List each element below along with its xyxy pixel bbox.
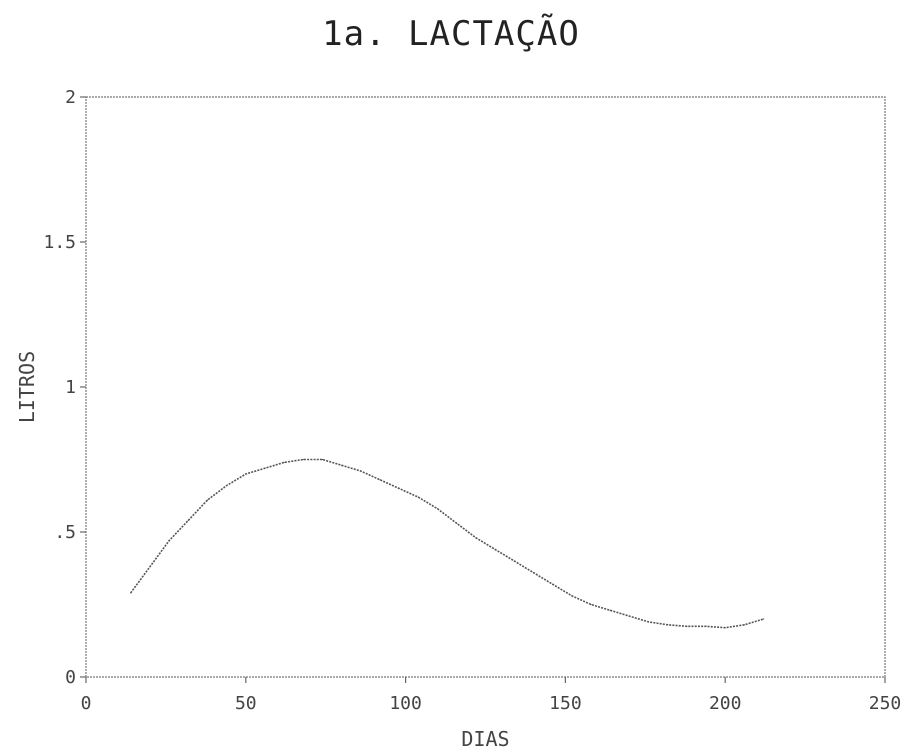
data-point: [724, 627, 726, 629]
x-tick-label: 150: [549, 693, 582, 714]
x-tick-label: 0: [81, 693, 92, 714]
data-point: [647, 621, 650, 623]
data-point: [130, 592, 132, 594]
data-point: [628, 615, 630, 617]
y-tick-label: 0: [65, 667, 76, 688]
data-point: [398, 487, 400, 490]
series-line: [130, 458, 764, 629]
data-point: [341, 464, 343, 466]
plot-border: [85, 96, 886, 678]
y-axis-label: LITROS: [15, 351, 39, 423]
y-tick-label: .5: [54, 522, 76, 543]
data-point: [552, 583, 554, 585]
data-point: [321, 458, 324, 461]
data-point: [379, 479, 381, 481]
data-point: [609, 609, 611, 611]
x-tick-label: 50: [235, 693, 257, 714]
y-tick-label: 1: [65, 377, 76, 398]
data-point: [571, 595, 573, 597]
data-point: [686, 625, 688, 627]
data-point: [417, 496, 419, 498]
data-point: [436, 508, 439, 510]
data-point: [762, 618, 765, 620]
data-point: [360, 470, 362, 472]
series-layer: [130, 458, 765, 629]
data-point: [187, 519, 189, 522]
data-point: [475, 537, 477, 539]
data-point: [206, 499, 209, 501]
y-axis: 0 .5 1 1.5 2: [43, 87, 86, 688]
data-point: [743, 624, 745, 626]
x-tick-label: 200: [709, 693, 742, 714]
data-point: [302, 458, 304, 461]
data-point: [513, 560, 515, 562]
data-point: [532, 572, 535, 574]
data-point: [456, 522, 458, 524]
data-point: [264, 467, 266, 469]
data-point: [245, 473, 247, 475]
data-point: [149, 566, 151, 568]
chart-title: 1a. LACTAÇÃO: [322, 14, 580, 54]
y-tick-label: 1.5: [43, 232, 76, 253]
data-point: [667, 624, 669, 626]
x-tick-label: 250: [869, 693, 902, 714]
x-axis: 0 50 100 150 200 250: [81, 677, 902, 714]
data-point: [705, 625, 707, 627]
data-point: [590, 603, 592, 606]
y-tick-label: 2: [65, 87, 76, 108]
x-tick-label: 100: [389, 693, 422, 714]
data-point: [226, 485, 228, 487]
x-axis-label: DIAS: [461, 727, 509, 751]
plot-frame: [85, 96, 886, 678]
data-point: [494, 548, 496, 551]
data-point: [283, 461, 285, 463]
data-point: [168, 540, 170, 542]
